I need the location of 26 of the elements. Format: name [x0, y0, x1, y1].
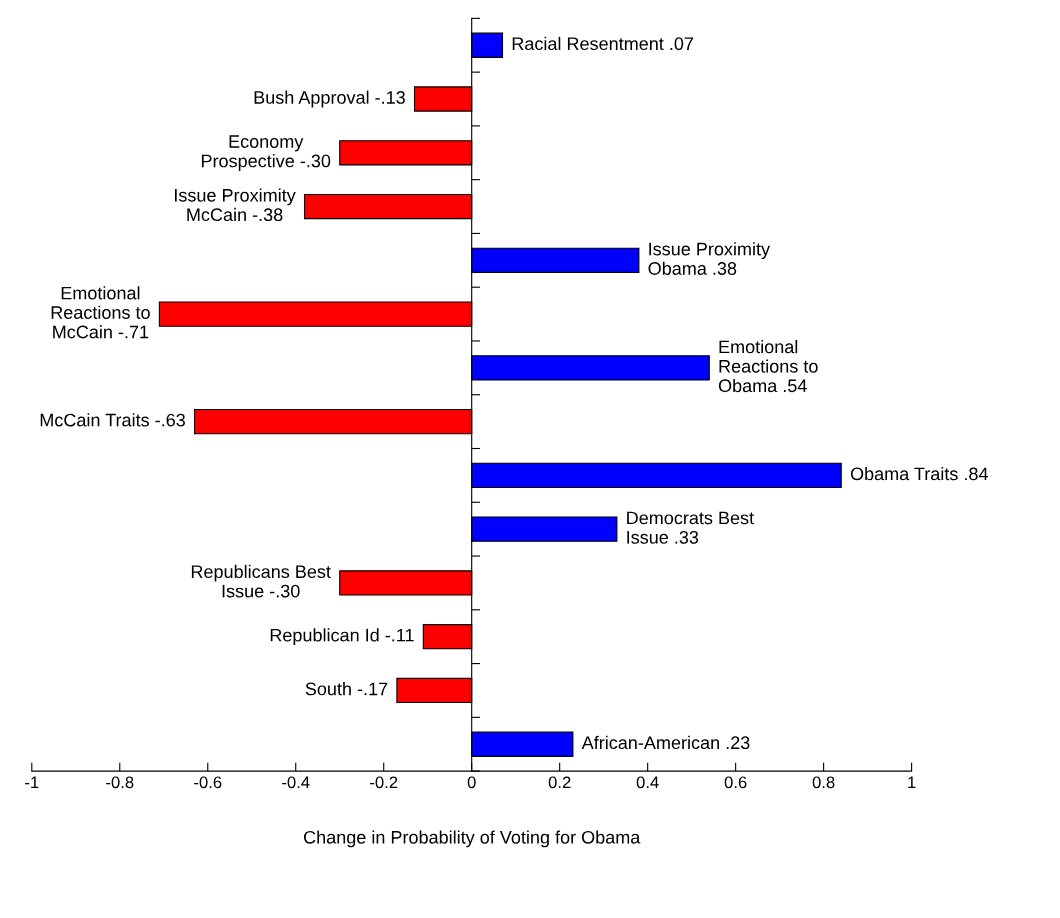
- category-label: Issue Proximity McCain -.38: [175, 188, 296, 222]
- x-tick-label: -0.2: [370, 776, 398, 789]
- x-tick-label: 0.2: [548, 776, 571, 789]
- x-tick-label: -1: [25, 776, 39, 789]
- x-tick-label: 0.8: [812, 776, 835, 789]
- category-label: Democrats Best Issue .33: [627, 511, 754, 544]
- x-tick-label: -0.8: [106, 776, 134, 789]
- category-label: Republican Id -.11: [270, 628, 414, 646]
- category-label: Emotional Reactions to Obama .54: [718, 339, 818, 393]
- x-axis-title: Change in Probability of Voting for Obama: [304, 830, 641, 848]
- x-tick-label: -0.4: [282, 776, 310, 789]
- category-label: South -.17: [305, 682, 388, 696]
- category-label: McCain Traits -.63: [40, 413, 185, 427]
- category-label: Racial Resentment .07: [512, 36, 694, 51]
- category-label: Emotional Reactions to McCain -.71: [51, 286, 150, 339]
- category-label: Issue Proximity Obama .38: [648, 242, 771, 275]
- x-tick-label: 1: [908, 776, 916, 789]
- x-tick-label: 0: [467, 776, 476, 789]
- category-label: Obama Traits .84: [850, 466, 988, 481]
- x-tick-label: 0.6: [724, 776, 747, 789]
- category-label: Bush Approval -.13: [254, 90, 405, 108]
- category-label: Republicans Best Issue -.30: [191, 564, 331, 598]
- category-label: African-American .23: [581, 735, 750, 750]
- x-tick-label: -0.6: [194, 776, 222, 789]
- category-label: Economy Prospective -.30: [201, 135, 331, 171]
- x-tick-label: 0.4: [636, 776, 659, 789]
